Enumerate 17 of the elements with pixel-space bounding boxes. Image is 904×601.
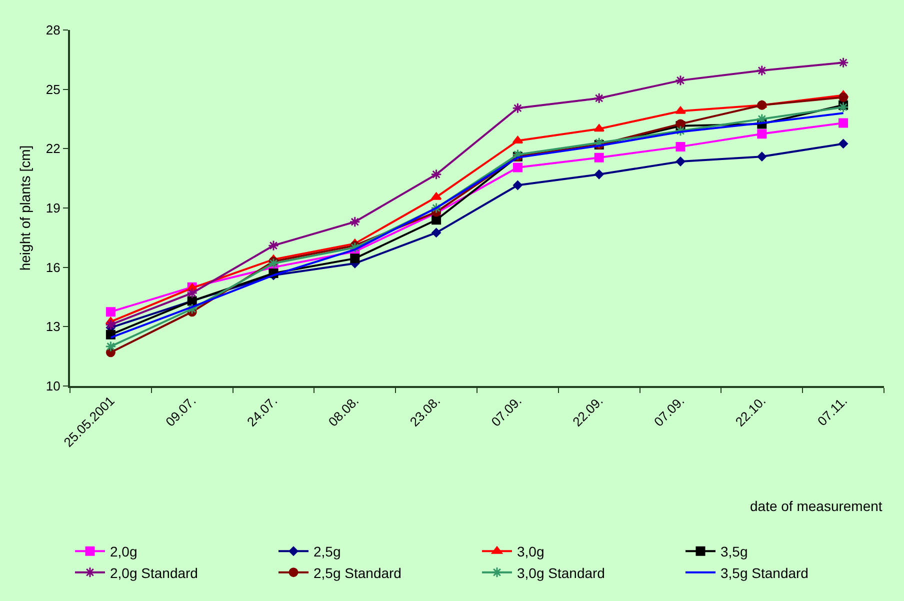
legend-label: 3,5g Standard [720, 564, 808, 581]
legend-label: 2,0g [110, 544, 138, 560]
y-tick-label: 10 [46, 378, 60, 394]
legend-label: 3,0g [517, 544, 544, 560]
y-tick-label: 22 [46, 141, 60, 156]
legend-label: 3,5g [720, 544, 748, 560]
legend-label: 2,0g Standard [110, 564, 198, 581]
legend-label: 3,0g Standard [517, 564, 605, 581]
legend-label: 2,5g [314, 544, 341, 560]
y-tick-label: 13 [46, 319, 60, 334]
y-tick-label: 25 [46, 82, 60, 97]
y-tick-label: 16 [46, 260, 60, 275]
x-axis-title: date of measurement [750, 498, 882, 514]
y-tick-label: 19 [46, 200, 60, 216]
y-axis-title: height of plants [cm] [17, 145, 34, 271]
legend-label: 2,5g Standard [314, 564, 402, 581]
y-tick-label: 28 [46, 22, 60, 38]
